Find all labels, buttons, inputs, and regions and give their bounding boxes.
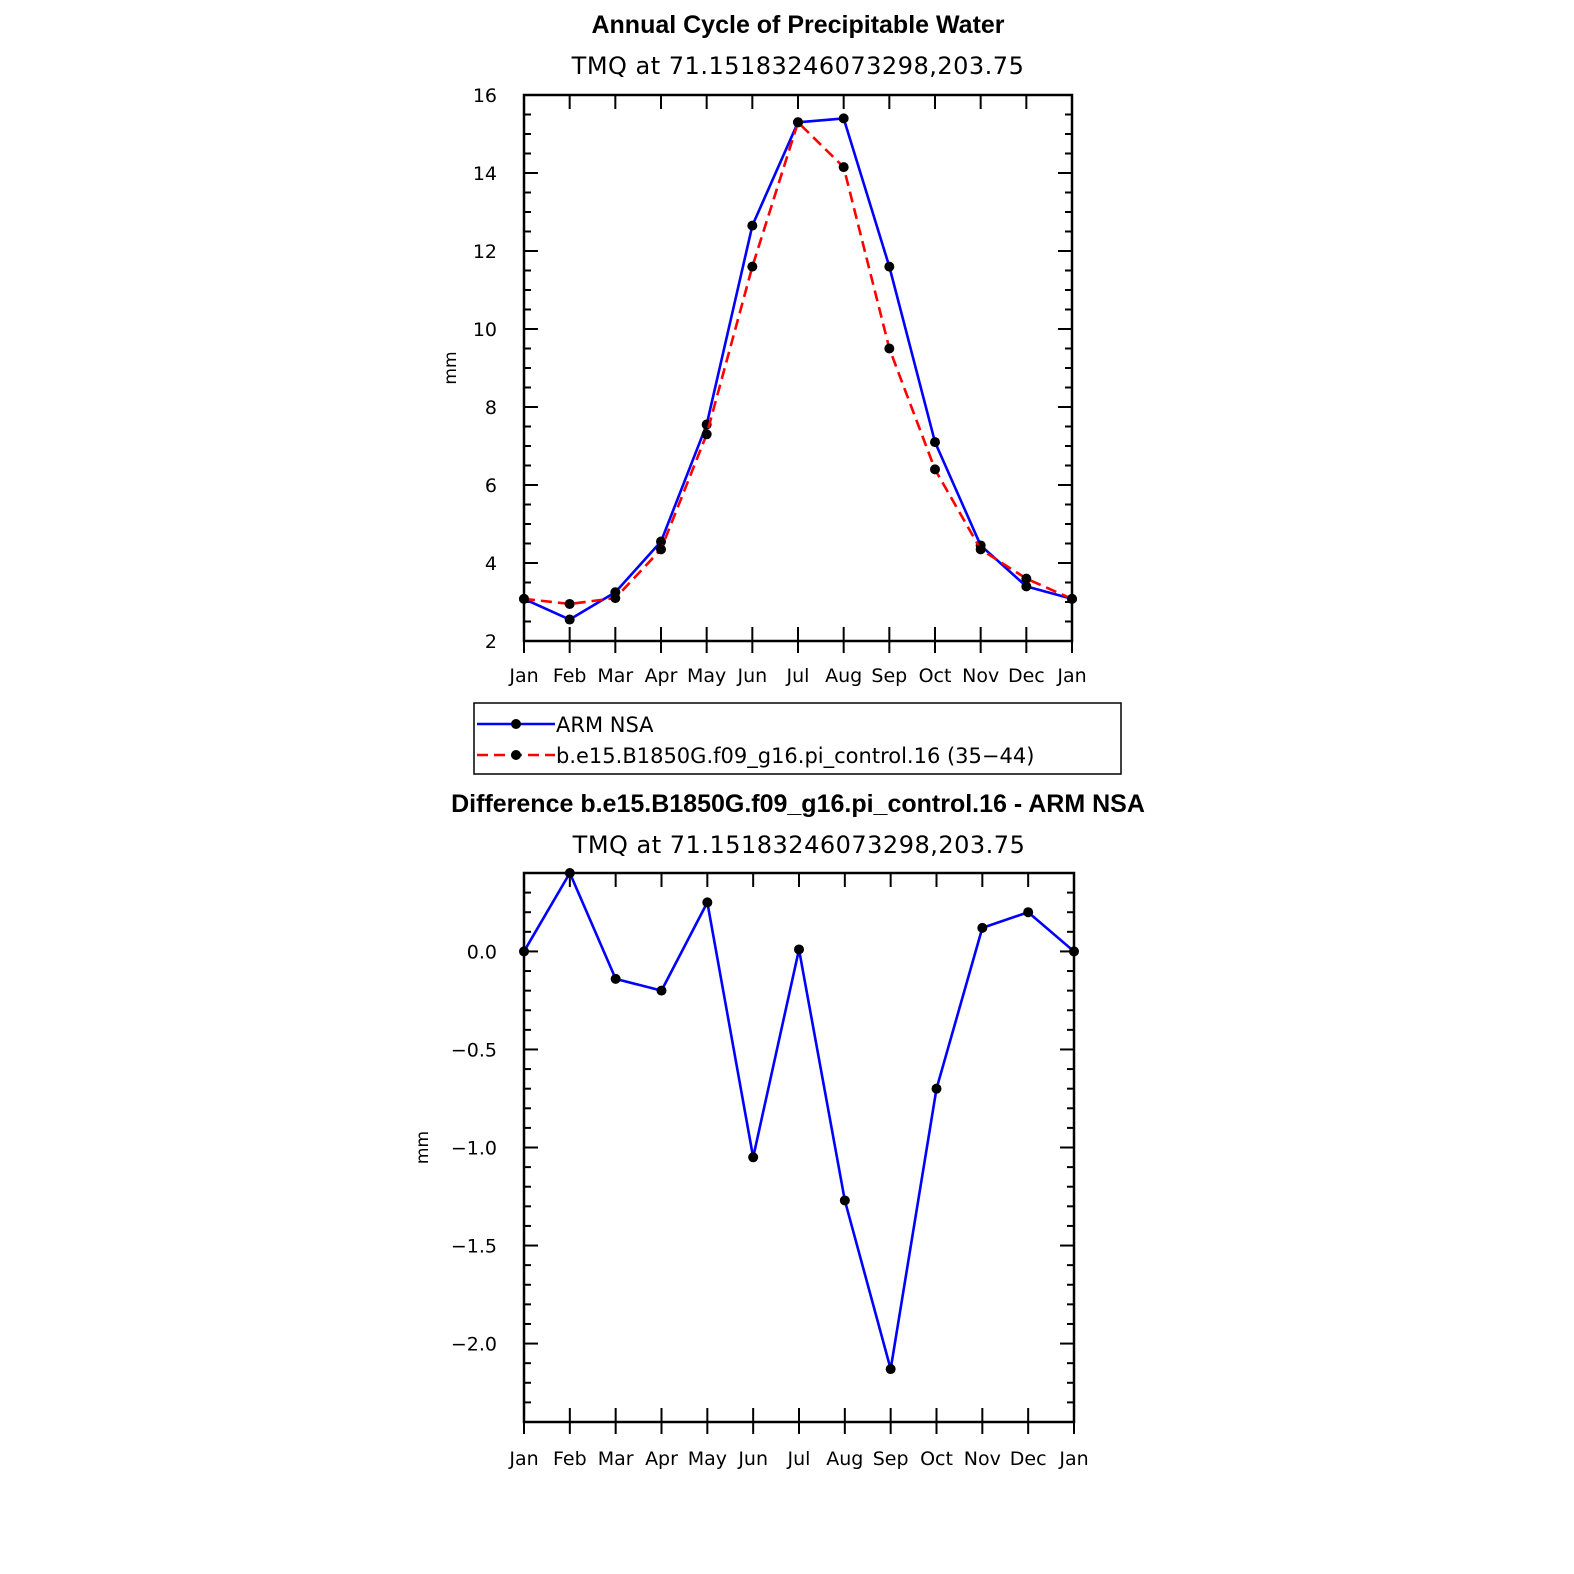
- data-point: [930, 437, 940, 448]
- y-axis-label: mm: [441, 351, 461, 384]
- chart-subtitle: TMQ at 71.15183246073298,203.75: [571, 52, 1025, 80]
- data-point: [838, 162, 849, 173]
- x-tick-label: Jun: [736, 665, 767, 687]
- data-point: [656, 536, 666, 547]
- data-point: [930, 464, 940, 475]
- y-axis-label: mm: [413, 1131, 433, 1164]
- x-tick-label: Jul: [786, 665, 810, 687]
- legend-box: [473, 702, 1122, 775]
- chart-title: Difference b.e15.B1850G.f09_g16.pi_contr…: [451, 790, 1145, 818]
- data-point: [610, 973, 621, 984]
- x-tick-label: Mar: [597, 665, 633, 687]
- x-tick-label: Oct: [920, 1448, 953, 1470]
- x-tick-label: Nov: [964, 1448, 1001, 1470]
- legend-label: b.e15.B1850G.f09_g16.pi_control.16 (35−4…: [556, 744, 1034, 769]
- data-point: [610, 593, 621, 604]
- x-tick-label: Jan: [508, 1448, 538, 1470]
- y-tick-label: 4: [485, 553, 497, 575]
- y-tick-label: −0.5: [451, 1039, 497, 1061]
- x-tick-label: Jun: [737, 1448, 768, 1470]
- y-tick-label: 2: [485, 631, 497, 653]
- x-tick-label: May: [687, 665, 726, 687]
- x-tick-label: Jan: [1056, 665, 1086, 687]
- series-line: [523, 117, 1073, 621]
- data-point: [884, 343, 895, 354]
- data-point: [702, 897, 713, 908]
- y-tick-label: 8: [485, 397, 497, 419]
- x-tick-label: Feb: [553, 1448, 587, 1470]
- x-tick-label: Nov: [962, 665, 999, 687]
- x-tick-label: Feb: [553, 665, 587, 687]
- data-point: [885, 1364, 896, 1375]
- legend-marker: [511, 719, 521, 729]
- data-point: [1023, 907, 1034, 918]
- data-point: [656, 544, 666, 555]
- plot-frame: [522, 871, 1076, 1424]
- x-tick-label: Apr: [645, 1448, 678, 1470]
- x-tick-label: Mar: [598, 1448, 634, 1470]
- chart-title: Annual Cycle of Precipitable Water: [591, 11, 1004, 39]
- y-tick-label: −1.5: [451, 1236, 497, 1258]
- series-line: [523, 121, 1073, 606]
- x-tick-label: Sep: [871, 665, 907, 687]
- data-point: [977, 922, 988, 933]
- data-point: [1021, 581, 1032, 592]
- y-tick-label: 0.0: [467, 941, 497, 963]
- chart-subtitle: TMQ at 71.15183246073298,203.75: [572, 831, 1026, 859]
- data-point: [747, 220, 758, 231]
- legend-label: ARM NSA: [556, 713, 654, 737]
- x-tick-label: Jul: [787, 1448, 811, 1470]
- x-tick-label: Aug: [826, 1448, 863, 1470]
- x-tick-label: Oct: [919, 665, 952, 687]
- data-point: [747, 261, 758, 272]
- data-point: [564, 598, 575, 609]
- data-point: [656, 985, 667, 996]
- legend: ARM NSA b.e15.B1850G.f09_g16.pi_control.1…: [473, 702, 1122, 775]
- data-point: [975, 544, 986, 555]
- difference-panel: Difference b.e15.B1850G.f09_g16.pi_contr…: [413, 790, 1145, 1470]
- x-tick-label: Dec: [1010, 1448, 1047, 1470]
- x-tick-label: May: [688, 1448, 727, 1470]
- legend-marker: [511, 750, 521, 760]
- x-tick-label: Sep: [873, 1448, 909, 1470]
- annual-cycle-panel: Annual Cycle of Precipitable Water TMQ at…: [441, 11, 1122, 775]
- y-tick-label: 10: [473, 319, 497, 341]
- x-tick-label: Dec: [1008, 665, 1045, 687]
- x-tick-label: Aug: [825, 665, 862, 687]
- data-point: [748, 1152, 759, 1163]
- data-point: [839, 1195, 850, 1206]
- data-point: [838, 113, 849, 124]
- data-point: [1021, 573, 1032, 584]
- data-point: [701, 429, 712, 440]
- y-tick-label: 14: [473, 163, 497, 185]
- plot-frame: [522, 93, 1074, 643]
- data-point: [793, 117, 803, 128]
- x-tick-label: Jan: [1058, 1448, 1088, 1470]
- y-tick-label: −2.0: [451, 1334, 497, 1356]
- y-tick-label: 6: [485, 475, 497, 497]
- x-tick-label: Jan: [508, 665, 538, 687]
- data-point: [884, 261, 895, 272]
- y-tick-label: −1.0: [451, 1138, 497, 1160]
- data-point: [794, 944, 804, 955]
- data-point: [564, 614, 575, 625]
- data-point: [931, 1083, 942, 1094]
- y-tick-label: 12: [473, 241, 497, 263]
- y-tick-label: 16: [473, 85, 497, 107]
- x-tick-label: Apr: [645, 665, 678, 687]
